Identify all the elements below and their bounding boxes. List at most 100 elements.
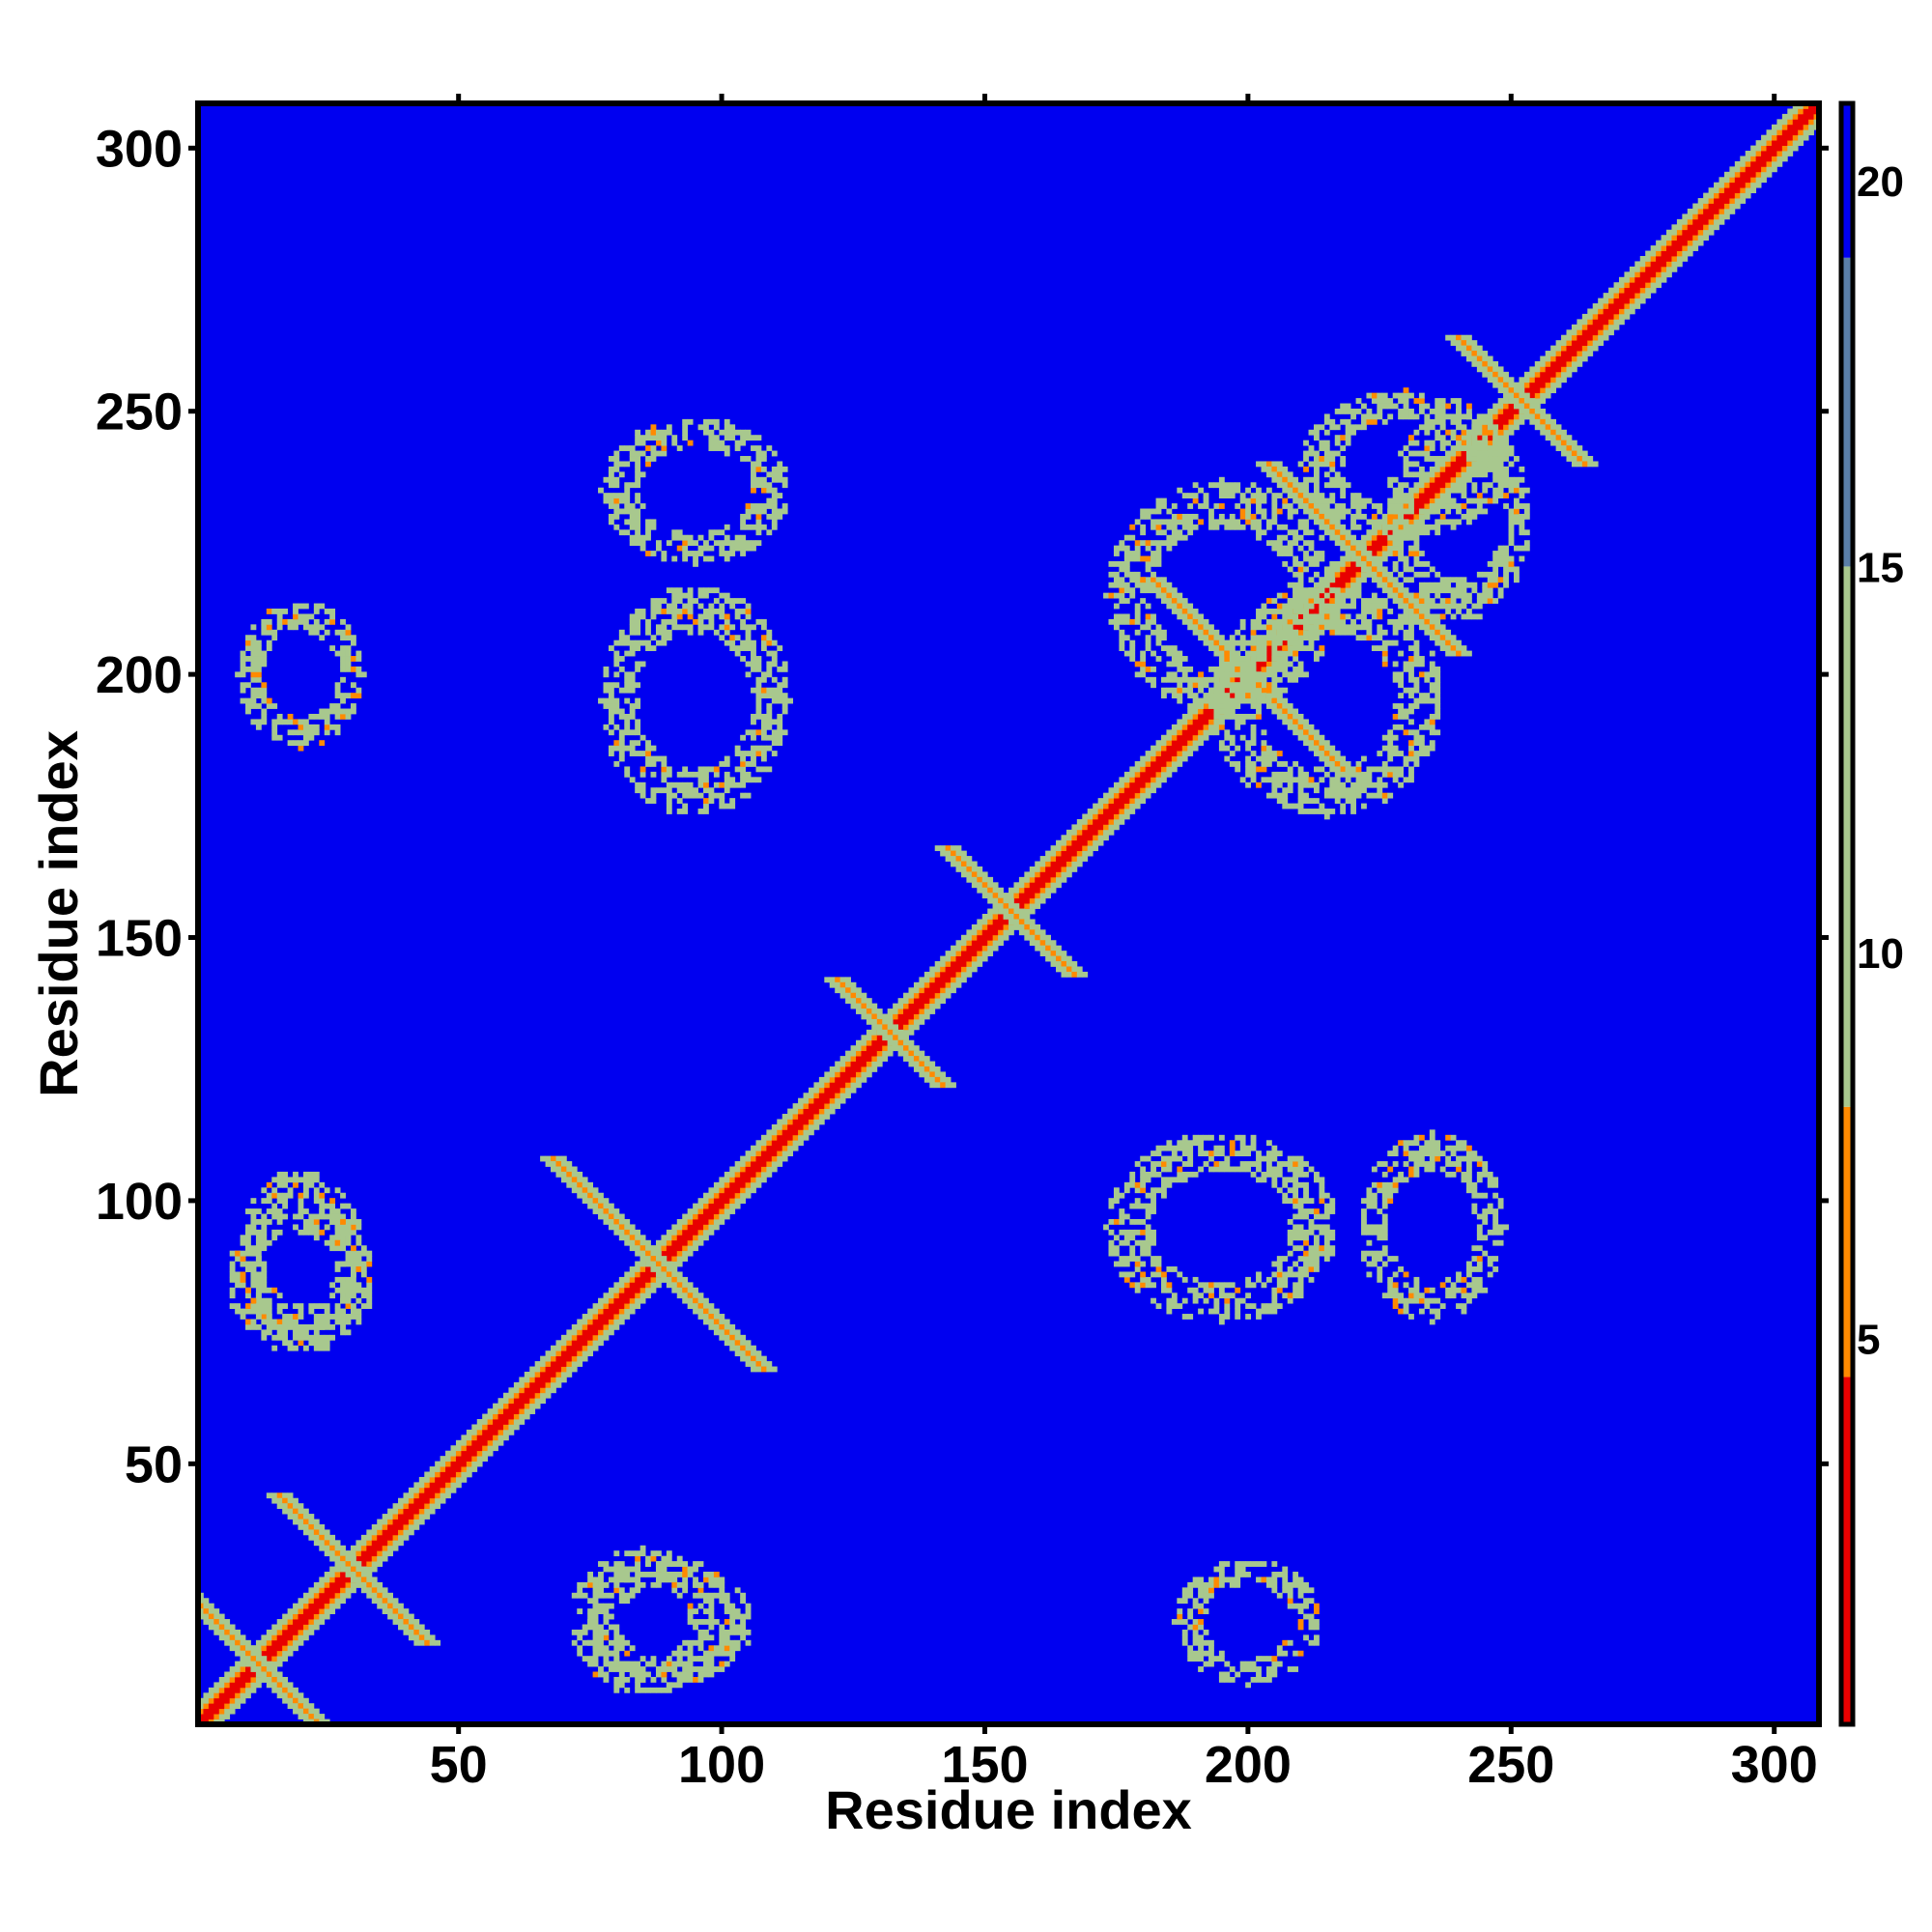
contact-cell	[866, 1071, 872, 1078]
contact-cell	[676, 1661, 683, 1667]
contact-cell	[524, 1392, 530, 1399]
contact-cell	[282, 1645, 289, 1652]
contact-cell	[1119, 809, 1125, 814]
contact-cell	[835, 1071, 841, 1078]
contact-cell	[203, 1608, 210, 1614]
contact-cell	[1714, 208, 1719, 214]
contact-cell	[1708, 187, 1715, 194]
contact-cell	[1650, 271, 1657, 278]
contact-cell	[508, 1403, 515, 1409]
contact-cell	[298, 1198, 304, 1205]
contact-cell	[940, 998, 947, 1005]
contact-cell	[655, 1572, 662, 1577]
contact-cell	[329, 1314, 336, 1320]
contact-cell	[960, 951, 967, 956]
contact-cell	[960, 861, 967, 867]
contact-cell	[329, 1203, 336, 1209]
contact-cell	[624, 1287, 631, 1293]
contact-cell	[555, 1155, 562, 1162]
contact-cell	[266, 1218, 272, 1225]
contact-cell	[703, 1314, 709, 1320]
contact-cell	[1618, 282, 1625, 289]
contact-cell	[703, 1213, 709, 1220]
contact-cell	[1313, 734, 1320, 741]
contact-cell	[1340, 571, 1347, 578]
contact-cell	[1587, 345, 1594, 352]
contact-cell	[1355, 540, 1362, 547]
contact-cell	[845, 977, 851, 983]
contact-cell	[577, 1329, 583, 1336]
contact-cell	[566, 1366, 573, 1373]
contact-cell	[1009, 929, 1014, 936]
contact-cell	[850, 1050, 857, 1057]
contact-cell	[740, 1192, 746, 1199]
contact-cell	[387, 1540, 393, 1547]
contact-cell	[913, 1045, 920, 1052]
contact-cell	[703, 1619, 709, 1625]
contact-cell	[755, 1145, 762, 1151]
contact-cell	[250, 1271, 257, 1278]
contact-cell	[650, 645, 657, 651]
contact-cell	[255, 1645, 262, 1652]
contact-cell	[324, 1587, 330, 1594]
contact-cell	[635, 1271, 641, 1278]
contact-cell	[1203, 639, 1209, 646]
contact-cell	[1308, 740, 1315, 747]
contact-cell	[319, 1314, 326, 1320]
contact-cell	[1381, 534, 1388, 541]
contact-cell	[661, 635, 668, 641]
contact-cell	[966, 861, 973, 867]
contact-cell	[1445, 466, 1452, 472]
contact-cell	[1035, 929, 1041, 936]
contact-cell	[1461, 345, 1467, 352]
contact-cell	[298, 1629, 304, 1635]
contact-cell	[424, 1476, 431, 1483]
contact-cell	[276, 1645, 283, 1652]
contact-cell	[671, 781, 678, 788]
contact-cell	[618, 740, 625, 747]
contact-cell	[1571, 351, 1577, 356]
contact-cell	[266, 1314, 272, 1320]
contact-cell	[308, 1708, 315, 1715]
contact-cell	[608, 1624, 614, 1631]
contact-cell	[1429, 471, 1435, 478]
contact-cell	[629, 1239, 636, 1246]
contact-cell	[1435, 639, 1441, 646]
contact-cell	[1661, 250, 1667, 257]
contact-cell	[450, 1487, 457, 1493]
contact-cell	[334, 1239, 341, 1246]
contact-cell	[1140, 766, 1147, 773]
contact-cell	[587, 1192, 594, 1199]
contact-cell	[1293, 497, 1299, 504]
contact-cell	[245, 1687, 251, 1693]
contact-cell	[1798, 119, 1804, 126]
contact-cell	[1697, 240, 1704, 246]
contact-cell	[697, 1561, 704, 1567]
contact-cell	[313, 1171, 320, 1178]
contact-cell	[1177, 724, 1183, 730]
contact-cell	[1676, 255, 1683, 262]
contact-cell	[1482, 351, 1489, 356]
contact-cell	[1714, 218, 1719, 225]
contact-cell	[729, 1345, 736, 1351]
contact-cell	[1187, 624, 1194, 631]
contact-cell	[1293, 487, 1299, 494]
contact-cell	[603, 1319, 610, 1325]
contact-cell	[1371, 577, 1378, 583]
contact-cell	[293, 1303, 298, 1310]
contact-cell	[629, 729, 636, 736]
contact-cell	[734, 1645, 741, 1652]
contact-cell	[250, 1666, 257, 1672]
contact-cell	[1345, 551, 1351, 556]
contact-cell	[639, 609, 646, 614]
contact-cell	[650, 1256, 657, 1262]
contact-cell	[340, 1192, 346, 1199]
contact-cell	[387, 1514, 393, 1520]
contact-cell	[493, 1424, 498, 1431]
contact-cell	[497, 1408, 504, 1414]
contact-cell	[803, 1129, 810, 1136]
contact-cell	[229, 1687, 236, 1693]
contact-cell	[534, 1403, 541, 1409]
contact-cell	[382, 1555, 388, 1562]
contact-cell	[293, 1697, 298, 1704]
